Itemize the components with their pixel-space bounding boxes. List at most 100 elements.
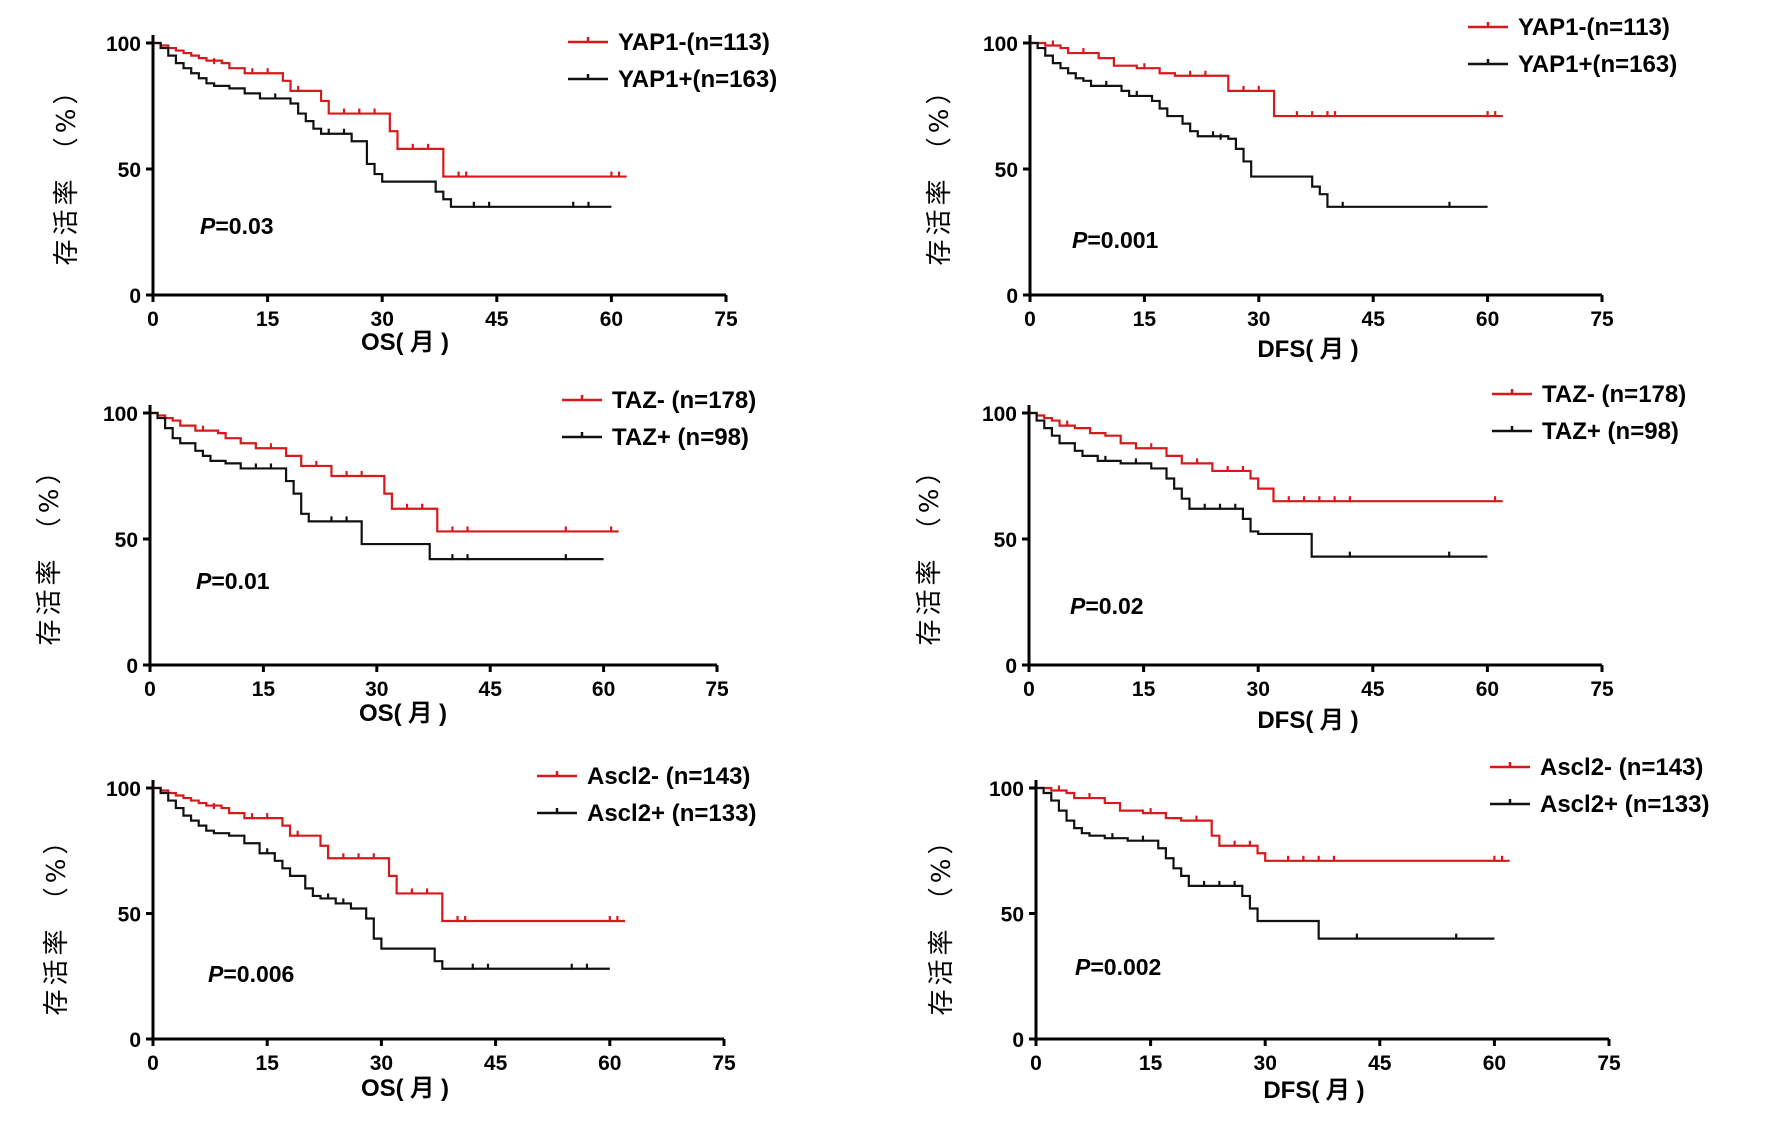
- y-tick-label: 0: [1012, 1029, 1024, 1052]
- y-tick-label: 50: [118, 904, 141, 927]
- x-tick-label: 30: [365, 678, 388, 701]
- p-value-annotation: P=0.001: [1072, 227, 1159, 253]
- x-tick-label: 0: [1023, 678, 1035, 701]
- y-tick-label: 50: [995, 159, 1018, 182]
- y-axis-label: 存活率 （%）: [42, 825, 72, 1016]
- x-tick-label: 45: [1362, 308, 1386, 331]
- survival-curve-positive: [1029, 411, 1488, 558]
- p-value-annotation: P=0.002: [1075, 954, 1161, 980]
- km-panel-2: 0 15 30 45 60 75 0 50 100 DFS( 月 ) 存活率 （%） YAP1-(n=…: [925, 14, 1677, 363]
- x-tick-label: 30: [1247, 678, 1270, 701]
- legend-label: YAP1-(n=113): [1518, 14, 1670, 41]
- y-tick-label: 0: [129, 285, 141, 308]
- x-tick-label: 75: [714, 308, 738, 331]
- km-panel-6: 0 15 30 45 60 75 0 50 100 DFS( 月 ) 存活率 （%） Ascl2- (…: [927, 754, 1709, 1104]
- x-tick-label: 75: [1590, 678, 1614, 701]
- legend-label: YAP1+(n=163): [1518, 51, 1677, 78]
- legend-label: Ascl2- (n=143): [1540, 754, 1703, 781]
- legend-label: TAZ+ (n=98): [1542, 418, 1679, 445]
- x-axis-label: OS( 月 ): [361, 1075, 449, 1102]
- y-tick-label: 100: [983, 33, 1018, 56]
- y-axis-label: 存活率 （%）: [915, 455, 945, 646]
- y-axis-label: 存活率 （%）: [925, 75, 955, 266]
- y-tick-label: 100: [982, 403, 1017, 426]
- x-tick-label: 60: [592, 678, 615, 701]
- x-tick-label: 75: [1597, 1052, 1621, 1075]
- x-tick-label: 45: [1361, 678, 1385, 701]
- km-panel-5: 0 15 30 45 60 75 0 50 100 OS( 月 ) 存活率 （%） Ascl2- (n…: [42, 763, 756, 1102]
- legend-label: YAP1+(n=163): [618, 66, 777, 93]
- x-tick-label: 75: [705, 678, 729, 701]
- p-value-annotation: P=0.03: [200, 213, 274, 239]
- legend-label: Ascl2- (n=143): [587, 763, 750, 790]
- survival-curve-positive: [1036, 786, 1495, 940]
- y-tick-label: 0: [129, 1029, 141, 1052]
- y-tick-label: 0: [1005, 655, 1017, 678]
- x-tick-label: 15: [252, 678, 276, 701]
- p-value-annotation: P=0.006: [208, 961, 294, 987]
- x-tick-label: 45: [484, 1052, 508, 1075]
- survival-curve-negative: [1029, 411, 1503, 503]
- survival-curve-positive: [153, 786, 610, 970]
- x-tick-label: 30: [1254, 1052, 1277, 1075]
- y-axis-label: 存活率 （%）: [52, 75, 82, 266]
- x-axis-label: OS( 月 ): [361, 329, 449, 356]
- survival-curve-negative: [153, 41, 627, 178]
- survival-curve-negative: [1030, 41, 1503, 118]
- x-tick-label: 15: [1133, 308, 1157, 331]
- x-axis-label: OS( 月 ): [359, 700, 447, 727]
- x-tick-label: 60: [600, 308, 623, 331]
- x-tick-label: 30: [371, 308, 394, 331]
- y-tick-label: 50: [1001, 904, 1024, 927]
- x-tick-label: 60: [1483, 1052, 1506, 1075]
- y-tick-label: 100: [103, 403, 138, 426]
- p-value-annotation: P=0.02: [1070, 593, 1144, 619]
- y-tick-label: 50: [118, 159, 141, 182]
- legend-label: Ascl2+ (n=133): [1540, 791, 1709, 818]
- x-tick-label: 15: [1132, 678, 1156, 701]
- y-tick-label: 50: [994, 529, 1017, 552]
- y-tick-label: 100: [106, 33, 141, 56]
- x-tick-label: 15: [1139, 1052, 1163, 1075]
- y-tick-label: 0: [126, 655, 138, 678]
- legend-label: TAZ+ (n=98): [612, 424, 749, 451]
- x-tick-label: 0: [1024, 308, 1036, 331]
- x-axis-label: DFS( 月 ): [1257, 336, 1358, 363]
- x-axis-label: DFS( 月 ): [1263, 1077, 1364, 1104]
- survival-curve-positive: [150, 411, 604, 561]
- y-tick-label: 50: [115, 529, 138, 552]
- x-tick-label: 60: [598, 1052, 621, 1075]
- survival-curve-negative: [150, 411, 619, 533]
- legend-label: Ascl2+ (n=133): [587, 800, 756, 827]
- km-panel-4: 0 15 30 45 60 75 0 50 100 DFS( 月 ) 存活率 （%） TAZ- (n=…: [915, 381, 1686, 734]
- x-tick-label: 0: [147, 308, 159, 331]
- survival-curve-negative: [1036, 786, 1510, 862]
- survival-curve-negative: [153, 786, 626, 923]
- x-tick-label: 60: [1476, 308, 1499, 331]
- y-tick-label: 100: [106, 778, 141, 801]
- x-tick-label: 60: [1476, 678, 1499, 701]
- km-panel-3: 0 15 30 45 60 75 0 50 100 OS( 月 ) 存活率 （%） TAZ- (n=1…: [35, 387, 756, 727]
- legend-label: TAZ- (n=178): [1542, 381, 1686, 408]
- x-axis-label: DFS( 月 ): [1257, 707, 1358, 734]
- legend-label: YAP1-(n=113): [618, 29, 770, 56]
- x-tick-label: 75: [1590, 308, 1614, 331]
- x-tick-label: 45: [479, 678, 503, 701]
- y-axis-label: 存活率 （%）: [35, 455, 65, 646]
- x-tick-label: 0: [147, 1052, 159, 1075]
- legend-label: TAZ- (n=178): [612, 387, 756, 414]
- km-panel-1: 0 15 30 45 60 75 0 50 100 OS( 月 ) 存活率 （%） YAP1-(n=1…: [52, 29, 777, 356]
- x-tick-label: 45: [1368, 1052, 1392, 1075]
- survival-curve-positive: [153, 41, 612, 208]
- survival-curve-positive: [1030, 41, 1488, 208]
- p-value-annotation: P=0.01: [196, 568, 270, 594]
- x-tick-label: 0: [144, 678, 156, 701]
- y-tick-label: 0: [1006, 285, 1018, 308]
- x-tick-label: 15: [256, 1052, 280, 1075]
- x-tick-label: 30: [370, 1052, 393, 1075]
- y-tick-label: 100: [989, 778, 1024, 801]
- x-tick-label: 45: [485, 308, 509, 331]
- x-tick-label: 30: [1247, 308, 1270, 331]
- x-tick-label: 15: [256, 308, 280, 331]
